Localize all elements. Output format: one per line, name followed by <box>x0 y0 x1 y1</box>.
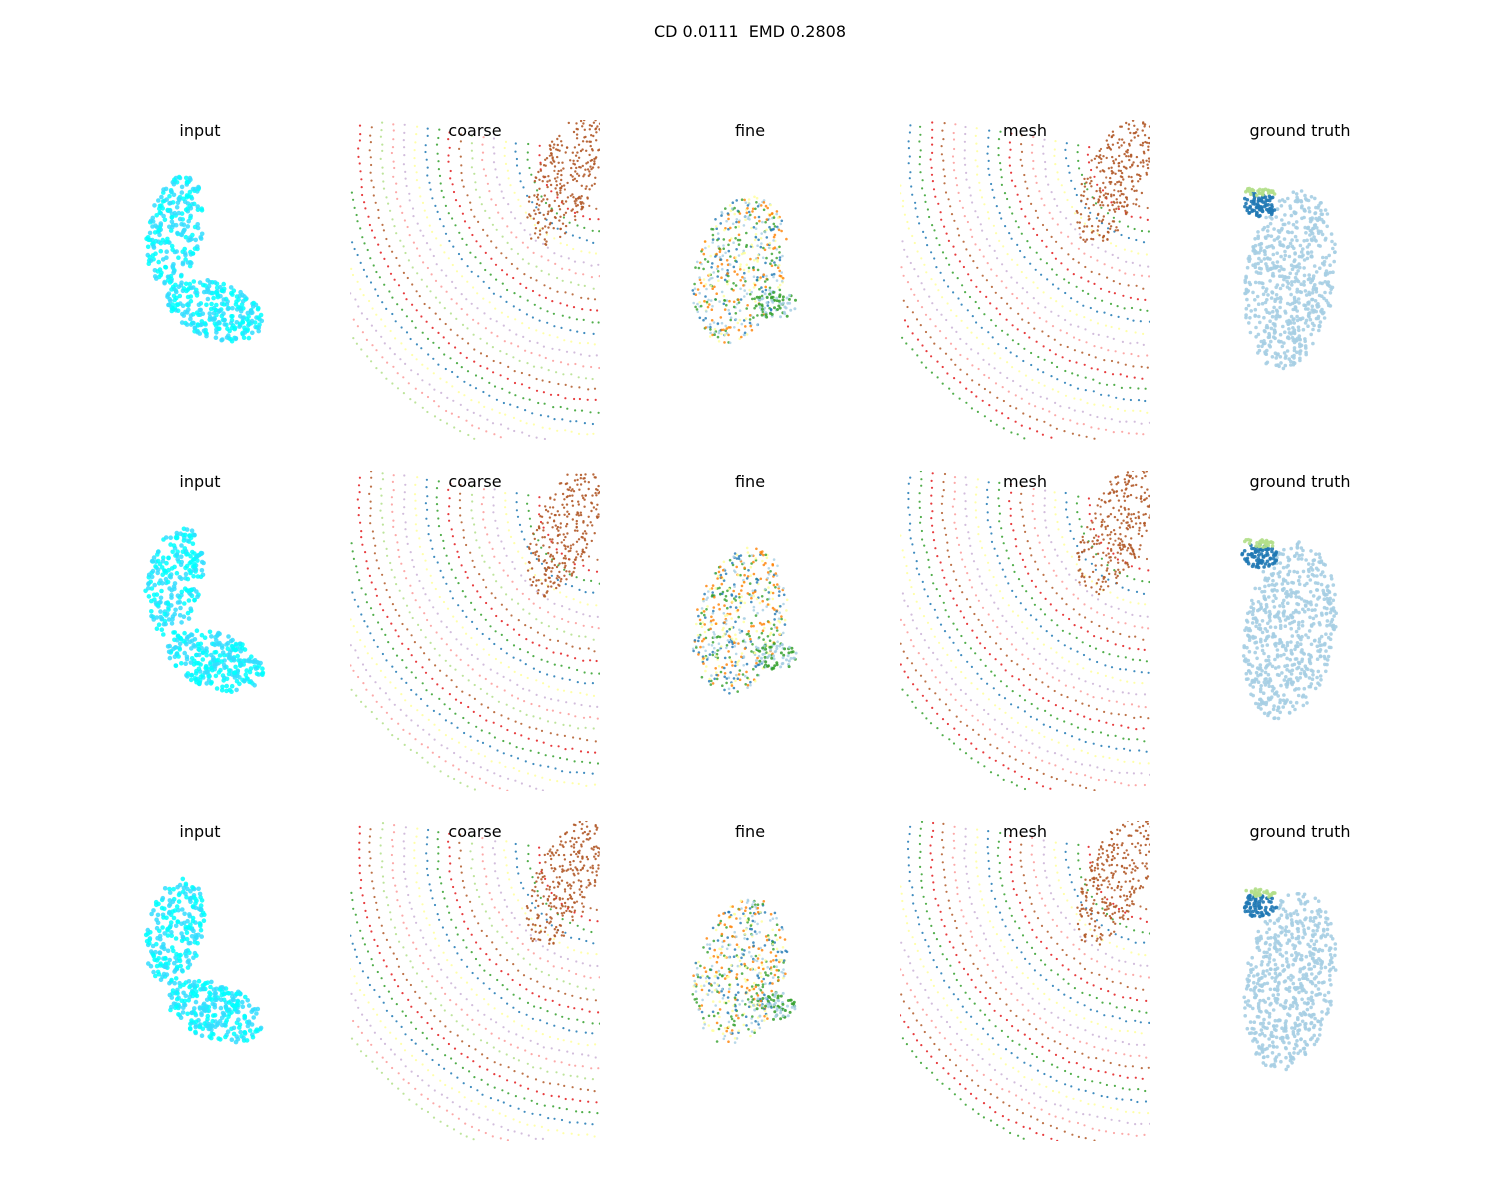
panel-title: mesh <box>1003 822 1047 841</box>
panel-title: fine <box>734 472 766 491</box>
panel-fine-row3: fine <box>625 821 875 1141</box>
point-cloud-input <box>143 526 266 694</box>
panel-title: fine <box>734 121 766 140</box>
panel-ground-truth-row1: ground truth <box>1175 120 1425 440</box>
panel-input-row1: input <box>75 120 325 440</box>
point-cloud-ground-truth <box>1242 887 1338 1072</box>
panel-title: input <box>179 822 221 841</box>
panel-coarse-row2: coarse <box>350 471 600 791</box>
panel-coarse-row1: coarse <box>350 120 600 440</box>
point-cloud-mesh <box>900 120 1150 440</box>
point-cloud-mesh <box>900 821 1150 1141</box>
panel-coarse-row3: coarse <box>350 821 600 1141</box>
figure-title: CD 0.0111 EMD 0.2808 <box>653 22 847 41</box>
panel-mesh-row1: mesh <box>900 120 1150 440</box>
panel-mesh-row2: mesh <box>900 471 1150 791</box>
panel-input-row3: input <box>75 821 325 1141</box>
panel-title: ground truth <box>1249 121 1351 140</box>
point-cloud-mesh <box>900 471 1150 791</box>
panel-title: input <box>179 121 221 140</box>
panel-title: mesh <box>1003 472 1047 491</box>
panel-input-row2: input <box>75 471 325 791</box>
panel-title: ground truth <box>1249 822 1351 841</box>
panel-mesh-row3: mesh <box>900 821 1150 1141</box>
point-cloud-ground-truth <box>1243 186 1337 371</box>
point-cloud-coarse <box>350 821 600 1141</box>
panel-title: fine <box>734 822 766 841</box>
panel-title: mesh <box>1003 121 1047 140</box>
point-cloud-fine <box>691 195 797 345</box>
point-cloud-fine <box>691 898 797 1044</box>
panel-fine-row1: fine <box>625 120 875 440</box>
panel-title: coarse <box>448 472 502 491</box>
point-cloud-ground-truth <box>1240 537 1338 721</box>
panel-title: coarse <box>448 121 502 140</box>
panel-title: ground truth <box>1249 472 1351 491</box>
point-cloud-input <box>144 174 265 344</box>
point-cloud-coarse <box>350 471 600 791</box>
panel-title: coarse <box>448 822 502 841</box>
point-cloud-input <box>143 876 264 1045</box>
panel-title: input <box>179 472 221 491</box>
point-cloud-coarse <box>350 120 600 440</box>
panel-ground-truth-row2: ground truth <box>1175 471 1425 791</box>
panel-ground-truth-row3: ground truth <box>1175 821 1425 1141</box>
point-cloud-fine <box>691 546 798 695</box>
panel-fine-row2: fine <box>625 471 875 791</box>
